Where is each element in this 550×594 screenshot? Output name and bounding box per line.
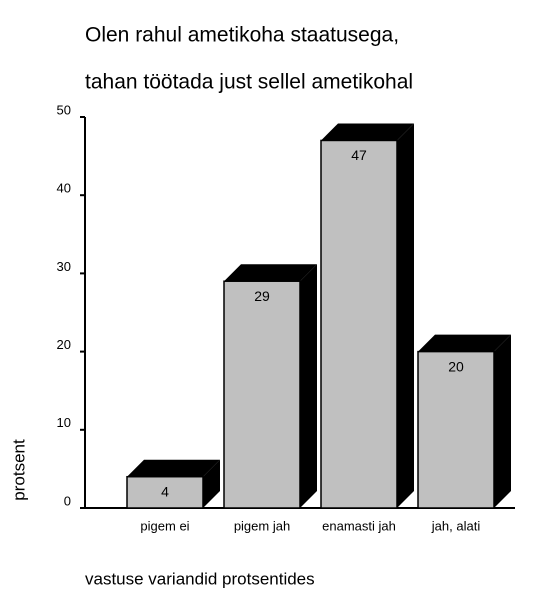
bar-top xyxy=(224,264,317,282)
bar-top xyxy=(127,459,220,477)
bar-side xyxy=(397,123,414,509)
chart-title: tahan töötada just sellel ametikohal xyxy=(85,71,413,94)
x-tick-label: jah, alati xyxy=(431,518,481,533)
bar-top xyxy=(418,334,511,352)
x-tick-label: pigem ei xyxy=(140,518,189,533)
value-label: 29 xyxy=(254,288,270,304)
x-tick-label: enamasti jah xyxy=(322,518,396,533)
value-label: 20 xyxy=(448,358,464,374)
bar-side xyxy=(203,459,220,508)
y-tick-label: 30 xyxy=(57,259,71,274)
y-tick-label: 50 xyxy=(57,102,71,117)
x-tick-label: pigem jah xyxy=(234,518,290,533)
y-tick-label: 40 xyxy=(57,181,71,196)
bar xyxy=(126,475,204,509)
bar xyxy=(320,139,398,509)
y-tick-label: 10 xyxy=(57,415,71,430)
value-label: 47 xyxy=(351,147,367,163)
bar-side xyxy=(300,264,317,508)
bar xyxy=(223,280,301,509)
y-axis-title: protsent xyxy=(9,439,28,501)
y-tick-label: 0 xyxy=(64,493,71,508)
bar xyxy=(417,350,495,509)
bar-top xyxy=(321,123,414,141)
x-axis-title: vastuse variandid protsentides xyxy=(85,569,315,588)
value-label: 4 xyxy=(161,483,169,499)
y-tick-label: 20 xyxy=(57,337,71,352)
chart-title: Olen rahul ametikoha staatusega, xyxy=(85,24,399,47)
bar-side xyxy=(494,334,511,508)
